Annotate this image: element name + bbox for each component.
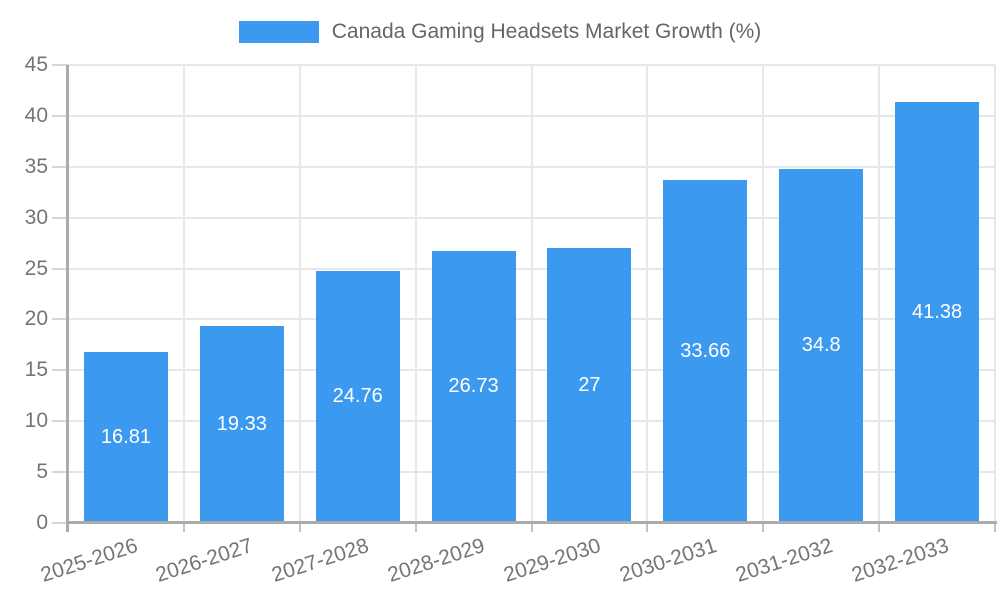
y-axis-label: 5 (36, 460, 48, 484)
x-tick-mark (646, 523, 649, 532)
bar-value-label: 27 (578, 374, 601, 397)
x-axis-label: 2027-2028 (269, 534, 372, 587)
y-tick-mark (52, 64, 68, 66)
x-gridline (878, 65, 881, 523)
legend-label: Canada Gaming Headsets Market Growth (%) (331, 20, 762, 43)
y-tick-mark (52, 165, 68, 168)
x-axis-label: 2028-2029 (385, 534, 488, 587)
x-gridline (646, 65, 649, 523)
bar-value-label: 19.33 (216, 413, 267, 436)
bar-value-label: 24.76 (332, 385, 383, 408)
bar[interactable]: 26.73 (431, 250, 516, 523)
x-gridline (762, 65, 765, 523)
x-axis-label: 2029-2030 (500, 534, 604, 587)
bar-value-label: 26.73 (448, 375, 499, 398)
y-axis-label: 30 (24, 205, 48, 229)
x-tick-mark (762, 523, 765, 532)
y-tick-mark (52, 318, 68, 321)
bar-value-label: 16.81 (100, 425, 151, 448)
y-axis-label: 20 (24, 307, 48, 331)
x-tick-mark (182, 523, 185, 532)
y-axis-label: 0 (36, 511, 48, 534)
y-tick-mark (52, 369, 68, 372)
x-gridline (298, 65, 301, 523)
x-gridline (182, 65, 185, 523)
bar-value-label: 34.8 (801, 334, 841, 357)
bar[interactable]: 27 (547, 248, 632, 523)
y-tick-mark (52, 420, 68, 423)
y-axis-label: 40 (24, 103, 48, 127)
bar[interactable]: 19.33 (199, 326, 284, 523)
x-gridline (994, 65, 996, 523)
x-axis-label: 2026-2027 (153, 534, 256, 587)
x-axis-label: 2032-2033 (848, 534, 952, 587)
y-axis-label: 35 (24, 154, 48, 178)
x-tick-mark (878, 523, 881, 532)
y-axis-label: 25 (24, 256, 48, 280)
x-tick-mark (414, 523, 417, 532)
y-axis-label: 15 (24, 358, 48, 382)
x-gridline (530, 65, 533, 523)
x-axis-label: 2031-2032 (732, 534, 836, 587)
y-tick-mark (52, 216, 68, 219)
bar[interactable]: 34.8 (779, 168, 864, 523)
x-axis-line (66, 521, 997, 524)
y-tick-mark (52, 114, 68, 117)
bar[interactable]: 33.66 (663, 180, 748, 523)
y-axis-label: 45 (24, 53, 48, 76)
bar-value-label: 33.66 (680, 340, 731, 363)
legend[interactable]: Canada Gaming Headsets Market Growth (%) (0, 20, 1000, 44)
bar[interactable]: 41.38 (895, 101, 980, 523)
y-axis-line (66, 65, 69, 532)
y-axis-label: 10 (24, 409, 48, 433)
y-tick-mark (52, 267, 68, 270)
y-tick-mark (52, 471, 68, 474)
x-axis-label: 2025-2026 (37, 534, 141, 587)
bar[interactable]: 24.76 (315, 270, 400, 523)
bar-value-label: 41.38 (912, 300, 963, 323)
x-tick-mark (530, 523, 533, 532)
x-tick-mark (994, 523, 996, 532)
y-tick-mark (52, 522, 68, 524)
bar[interactable]: 16.81 (83, 351, 168, 523)
legend-swatch (238, 21, 319, 43)
x-tick-mark (298, 523, 301, 532)
x-axis-label: 2030-2031 (616, 534, 720, 587)
x-gridline (414, 65, 417, 523)
